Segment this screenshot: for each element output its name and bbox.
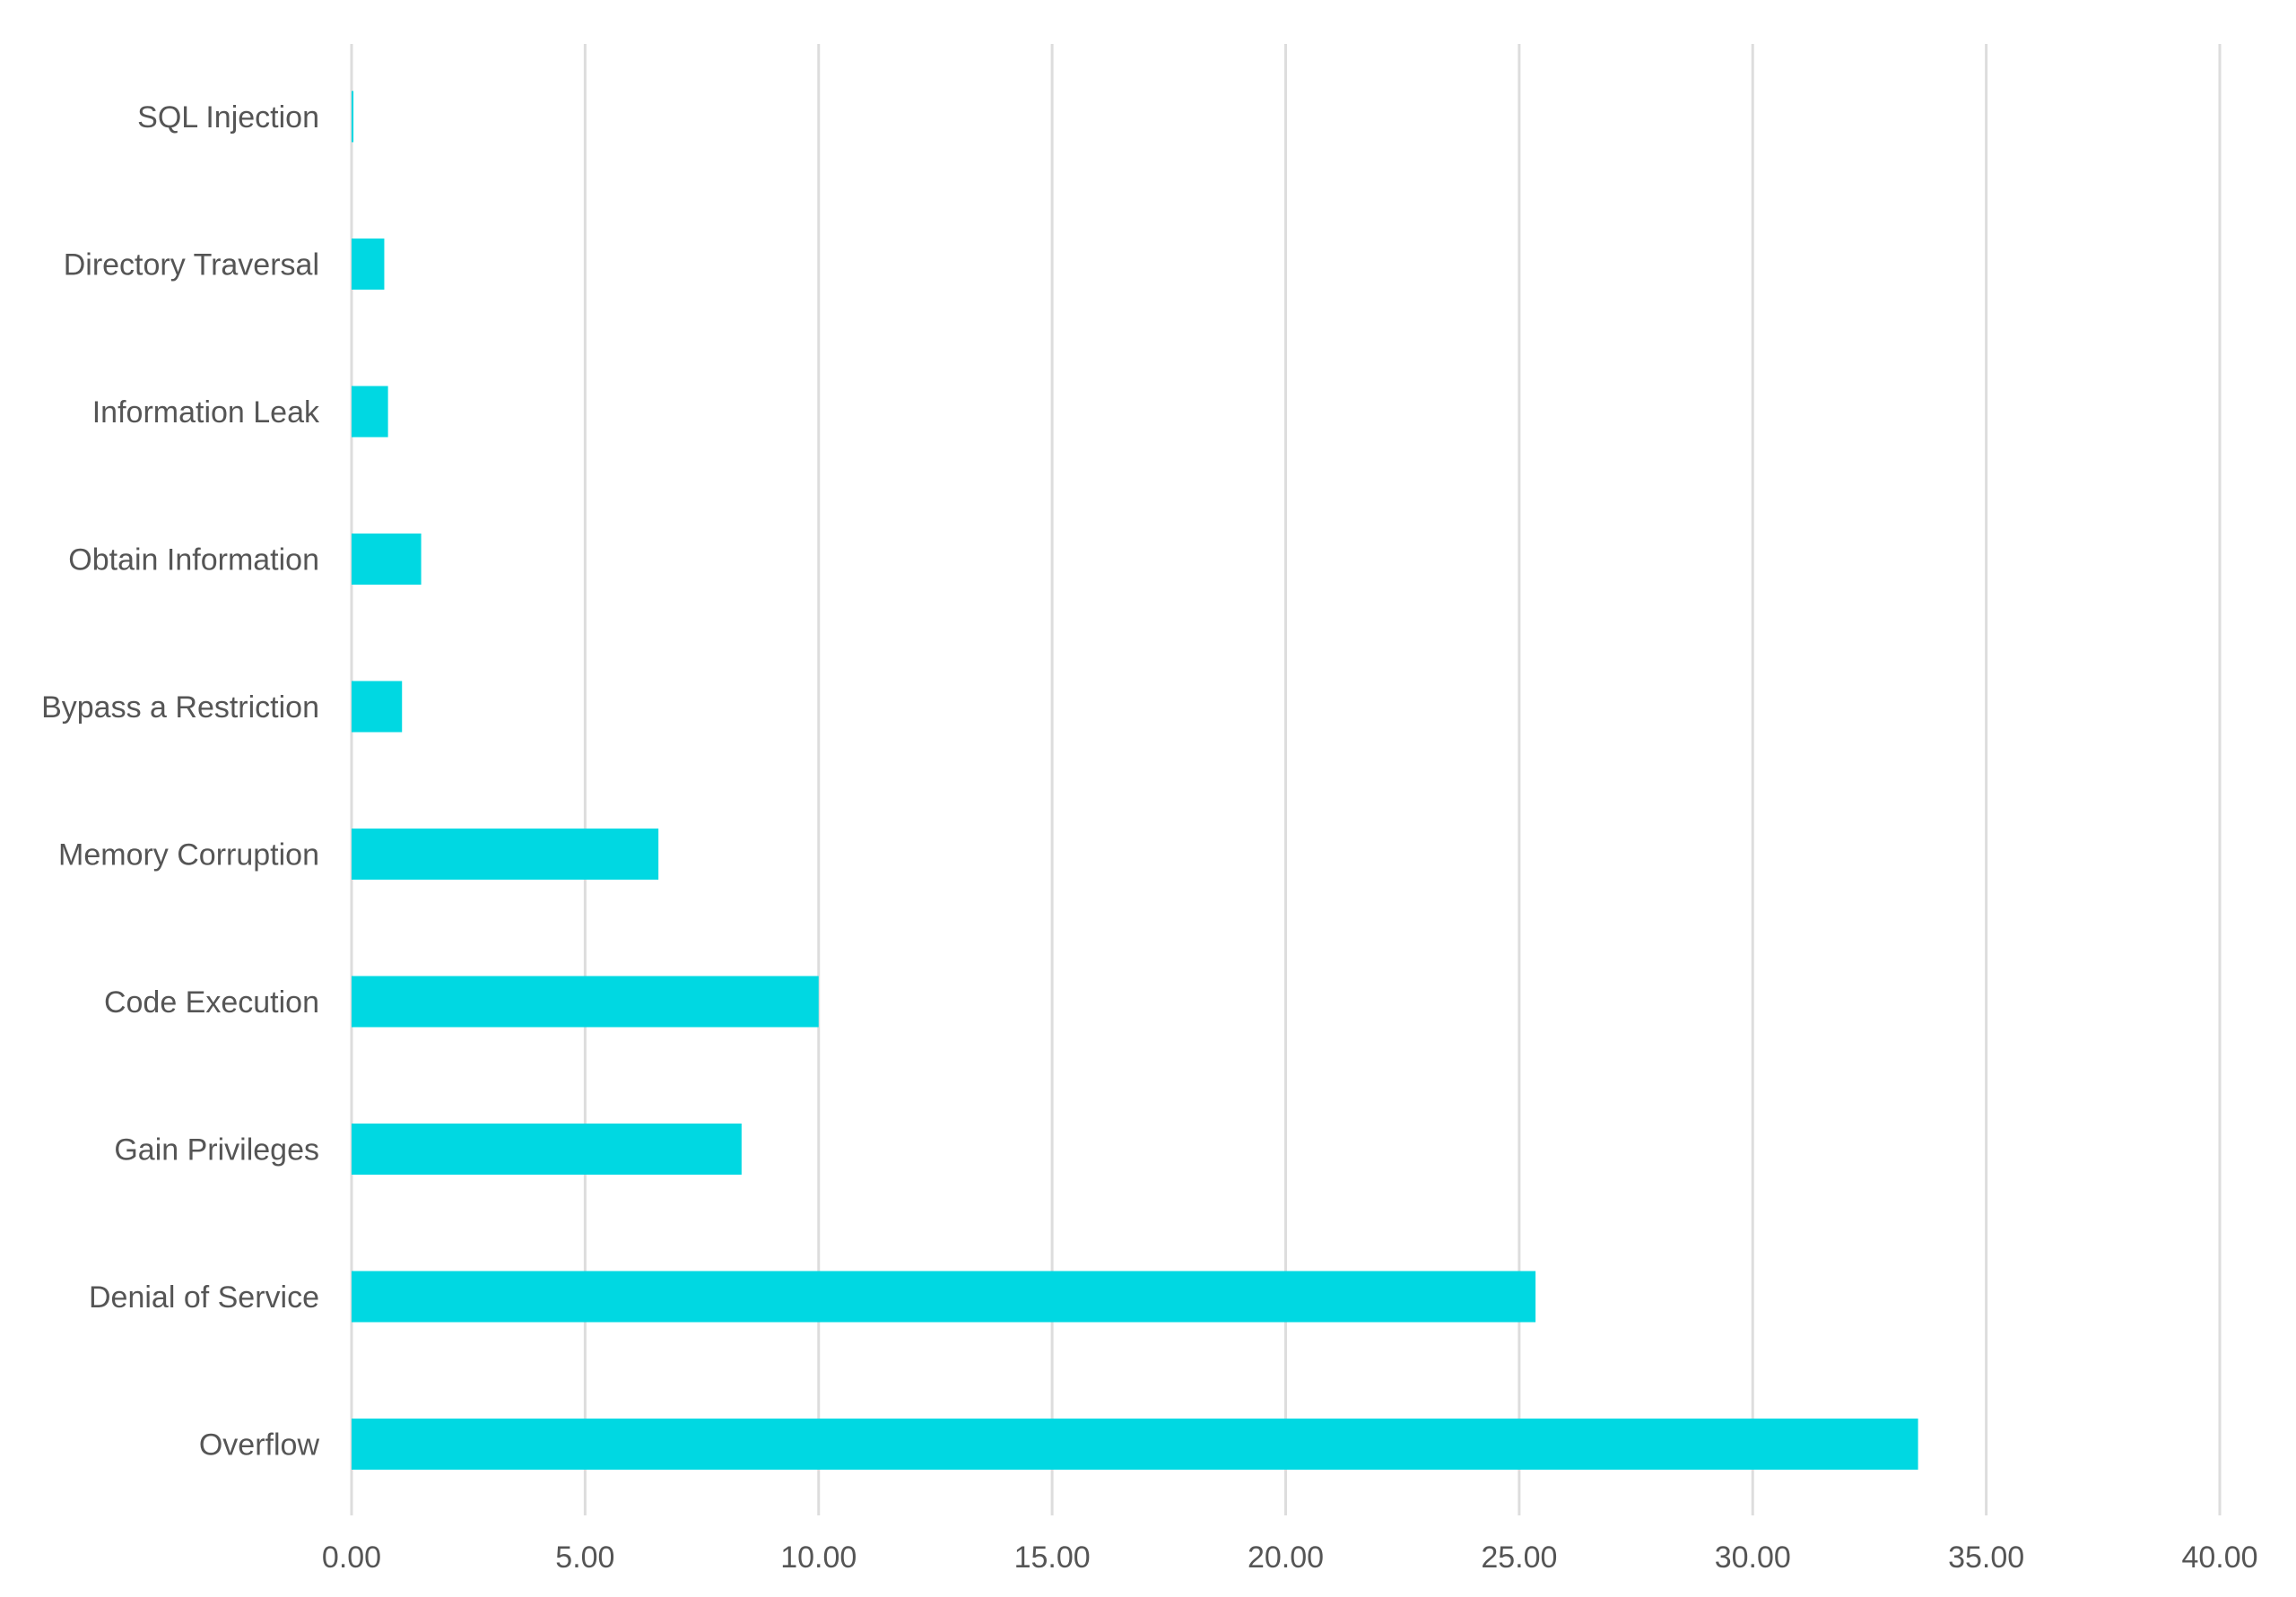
bar (352, 1419, 1918, 1470)
category-label: Information Leak (92, 395, 320, 430)
gridlines (350, 44, 2222, 1515)
x-tick-label: 20.00 (1248, 1541, 1324, 1575)
bar (352, 681, 403, 733)
category-label: Gain Privileges (114, 1133, 319, 1167)
category-label: Directory Traversal (64, 248, 319, 282)
category-label: Bypass a Restriction (41, 690, 319, 725)
x-tick-label: 10.00 (780, 1541, 857, 1575)
x-tick-label: 35.00 (1948, 1541, 2024, 1575)
x-tick-label: 30.00 (1715, 1541, 1791, 1575)
bar (352, 1124, 742, 1175)
bar (352, 829, 659, 880)
x-tick-label: 25.00 (1481, 1541, 1557, 1575)
bar (352, 1271, 1536, 1323)
category-label: Memory Corruption (58, 838, 319, 872)
category-label: Code Execution (104, 985, 319, 1020)
bar (352, 534, 422, 585)
bar (352, 239, 385, 290)
bars (352, 91, 1918, 1470)
bar (352, 91, 354, 143)
category-label: Denial of Service (89, 1280, 319, 1315)
x-tick-label: 5.00 (555, 1541, 614, 1575)
x-tick-label: 15.00 (1014, 1541, 1091, 1575)
category-label: Obtain Information (68, 543, 319, 577)
category-label: Overflow (199, 1428, 320, 1462)
bar (352, 386, 388, 438)
x-tick-label: 40.00 (2181, 1541, 2257, 1575)
x-tick-label: 0.00 (322, 1541, 381, 1575)
bar (352, 976, 819, 1028)
x-tick-labels: 0.00 5.00 10.00 15.00 20.00 25.00 30.00 35.00 40… (322, 1541, 2258, 1575)
category-labels: SQL Injection Directory Traversal Informat… (41, 100, 320, 1462)
category-label: SQL Injection (137, 100, 319, 135)
